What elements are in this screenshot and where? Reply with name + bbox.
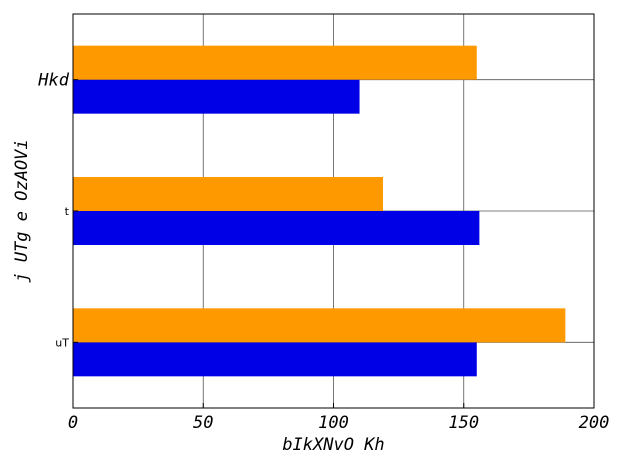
y-axis-label: j UTg e OzAOVi — [12, 139, 32, 282]
y-tick-label: Hkd — [37, 71, 69, 91]
y-axis-ticks: uT t Hkd — [37, 71, 78, 349]
bar-series-2-t — [73, 177, 383, 211]
x-axis-label: bIkXNvO Kh — [282, 435, 384, 455]
x-axis-ticks: 0 50 100 150 200 — [68, 403, 609, 433]
y-tick-label: uT — [55, 336, 69, 349]
x-tick-label: 50 — [193, 413, 213, 433]
bar-series-1-t — [73, 211, 480, 245]
x-tick-label: 200 — [579, 413, 610, 433]
x-tick-label: 150 — [448, 413, 479, 433]
bar-series-1-Hkd — [73, 79, 360, 114]
x-tick-label: 0 — [68, 413, 78, 433]
bars — [73, 45, 566, 377]
bar-series-2-uT — [73, 308, 566, 343]
x-tick-label: 100 — [318, 413, 349, 433]
bar-series-2-Hkd — [73, 45, 477, 80]
y-tick-label: t — [65, 205, 70, 218]
bar-series-1-uT — [73, 342, 477, 377]
